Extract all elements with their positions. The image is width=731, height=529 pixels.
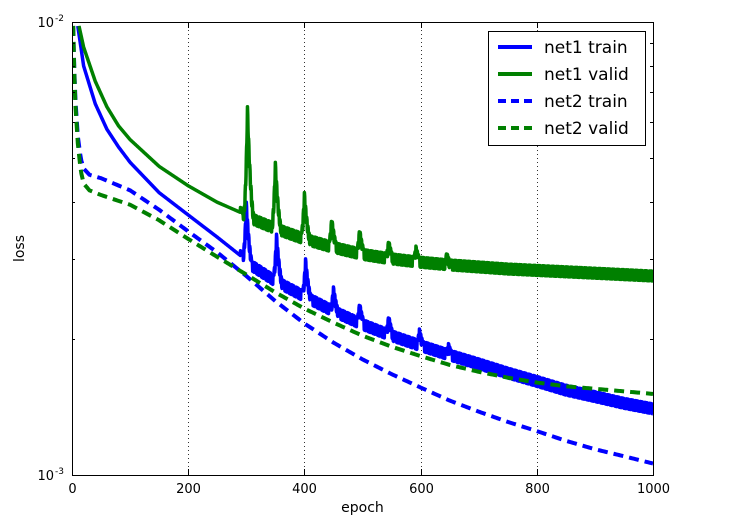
y-axis-ticks: 10-310-2 bbox=[37, 14, 653, 484]
x-tick-label: 0 bbox=[68, 482, 76, 497]
x-tick-label: 200 bbox=[176, 482, 201, 497]
y-axis-label: loss bbox=[12, 235, 28, 262]
series-line-net2-valid bbox=[72, 25, 653, 396]
y-tick-base: 10 bbox=[37, 16, 54, 31]
x-tick-label: 1000 bbox=[637, 482, 670, 497]
x-axis-ticks: 0 200 400 600 800 1000 bbox=[68, 22, 670, 497]
y-tick-label: 10 -3 bbox=[37, 467, 64, 484]
y-tick-exponent: -2 bbox=[55, 14, 64, 24]
plot-frame bbox=[72, 22, 654, 476]
x-axis-label: epoch bbox=[341, 500, 384, 516]
legend: net1 train net1 valid net2 train net2 valid bbox=[488, 31, 646, 146]
y-tick-exponent: -3 bbox=[55, 467, 64, 477]
series-line-net1-train bbox=[76, 25, 653, 416]
y-tick-label: 10 -2 bbox=[37, 14, 64, 31]
series-lines bbox=[72, 25, 653, 466]
legend-label: net1 valid bbox=[544, 65, 629, 85]
legend-label: net1 train bbox=[544, 38, 628, 58]
legend-label: net2 valid bbox=[544, 119, 629, 139]
y-tick-base: 10 bbox=[37, 469, 54, 484]
x-tick-label: 400 bbox=[292, 482, 317, 497]
series-line-net2-train bbox=[72, 25, 653, 466]
x-tick-label: 600 bbox=[409, 482, 434, 497]
x-tick-label: 800 bbox=[525, 482, 550, 497]
legend-label: net2 train bbox=[544, 92, 628, 112]
series-line-net1-valid bbox=[77, 25, 653, 283]
